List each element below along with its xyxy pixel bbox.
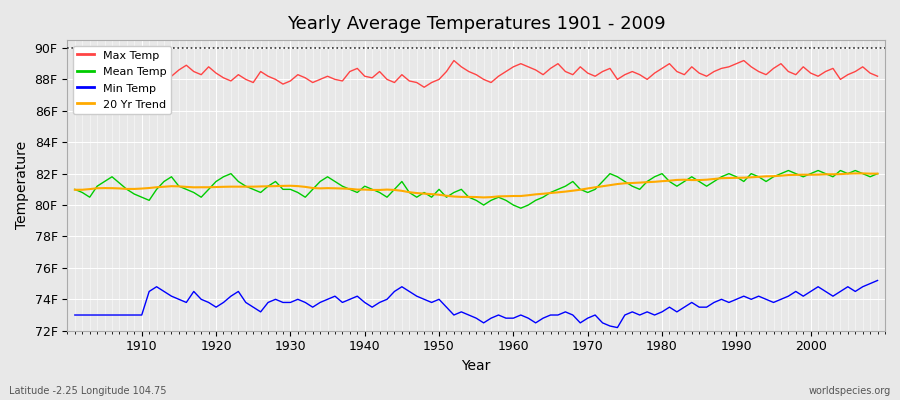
- X-axis label: Year: Year: [462, 359, 490, 373]
- Text: worldspecies.org: worldspecies.org: [809, 386, 891, 396]
- Text: Latitude -2.25 Longitude 104.75: Latitude -2.25 Longitude 104.75: [9, 386, 166, 396]
- Title: Yearly Average Temperatures 1901 - 2009: Yearly Average Temperatures 1901 - 2009: [287, 15, 665, 33]
- Legend: Max Temp, Mean Temp, Min Temp, 20 Yr Trend: Max Temp, Mean Temp, Min Temp, 20 Yr Tre…: [73, 46, 171, 114]
- Y-axis label: Temperature: Temperature: [15, 141, 29, 230]
